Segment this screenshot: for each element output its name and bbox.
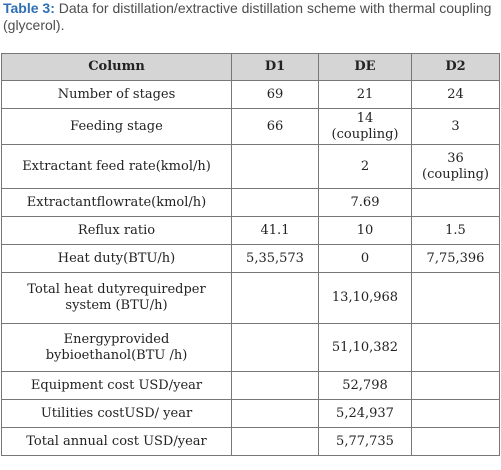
row-label: Utilities costUSD/ year: [1, 399, 232, 428]
table-row: Extractantflowrate(kmol/h) 7.69: [1, 188, 500, 217]
row-label: Extractant feed rate(kmol/h): [1, 144, 232, 189]
cell-d2: [411, 272, 500, 324]
cell-d2: [411, 371, 500, 400]
table-row: Total heat dutyrequiredper system (BTU/h…: [1, 272, 500, 324]
cell-d1: 69: [231, 80, 319, 109]
cell-de: 10: [318, 216, 412, 245]
table-row: Feeding stage 66 14 (coupling) 3: [1, 108, 500, 145]
cell-d1: [231, 371, 319, 400]
caption-text: Data for distillation/extractive distill…: [3, 0, 492, 33]
cell-de: 52,798: [318, 371, 412, 400]
cell-de: 5,77,735: [318, 427, 412, 456]
row-label: Equipment cost USD/year: [1, 371, 232, 400]
cell-d2: [411, 188, 500, 217]
table-caption: Table 3: Data for distillation/extractiv…: [3, 0, 497, 34]
cell-d1: 41.1: [231, 216, 319, 245]
table-body: Number of stages 69 21 24 Feeding stage 66 14 …: [1, 80, 500, 456]
cell-d1: [231, 323, 319, 372]
row-label: Heat duty(BTU/h): [1, 244, 232, 273]
table-row: Heat duty(BTU/h) 5,35,573 0 7,75,396: [1, 244, 500, 273]
cell-d1: 66: [231, 108, 319, 145]
cell-de: 51,10,382: [318, 323, 412, 372]
cell-d1: [231, 188, 319, 217]
row-label: Total annual cost USD/year: [1, 427, 232, 456]
cell-d1: [231, 272, 319, 324]
cell-d1: [231, 144, 319, 189]
caption-label: Table 3:: [3, 0, 55, 16]
row-label: Energyprovided bybioethanol(BTU /h): [1, 323, 232, 372]
cell-de: 21: [318, 80, 412, 109]
cell-d2: 3: [411, 108, 500, 145]
header-d2: D2: [411, 53, 500, 81]
cell-de: 14 (coupling): [318, 108, 412, 145]
row-label: Total heat dutyrequiredper system (BTU/h…: [1, 272, 232, 324]
cell-d1: [231, 399, 319, 428]
cell-d2: [411, 427, 500, 456]
cell-de: 5,24,937: [318, 399, 412, 428]
cell-d2: [411, 399, 500, 428]
cell-d2: 1.5: [411, 216, 500, 245]
row-label: Feeding stage: [1, 108, 232, 145]
table-row: Energyprovided bybioethanol(BTU /h) 51,10…: [1, 323, 500, 372]
row-label: Extractantflowrate(kmol/h): [1, 188, 232, 217]
table-row: Extractant feed rate(kmol/h) 2 36 (couplin…: [1, 144, 500, 189]
cell-de: 7.69: [318, 188, 412, 217]
cell-de: 13,10,968: [318, 272, 412, 324]
cell-d1: 5,35,573: [231, 244, 319, 273]
cell-d1: [231, 427, 319, 456]
table-header-row: Column D1 DE D2: [1, 53, 500, 81]
header-d1: D1: [231, 53, 319, 81]
data-table: Column D1 DE D2 Number of stages 69 21 24 Fe…: [1, 53, 500, 456]
cell-d2: 36 (coupling): [411, 144, 500, 189]
cell-de: 2: [318, 144, 412, 189]
cell-d2: 24: [411, 80, 500, 109]
table-row: Total annual cost USD/year 5,77,735: [1, 427, 500, 456]
table-row: Reflux ratio 41.1 10 1.5: [1, 216, 500, 245]
table-row: Equipment cost USD/year 52,798: [1, 371, 500, 400]
cell-de: 0: [318, 244, 412, 273]
table-row: Number of stages 69 21 24: [1, 80, 500, 109]
header-column: Column: [1, 53, 232, 81]
cell-d2: 7,75,396: [411, 244, 500, 273]
row-label: Number of stages: [1, 80, 232, 109]
header-de: DE: [318, 53, 412, 81]
cell-d2: [411, 323, 500, 372]
table-row: Utilities costUSD/ year 5,24,937: [1, 399, 500, 428]
row-label: Reflux ratio: [1, 216, 232, 245]
